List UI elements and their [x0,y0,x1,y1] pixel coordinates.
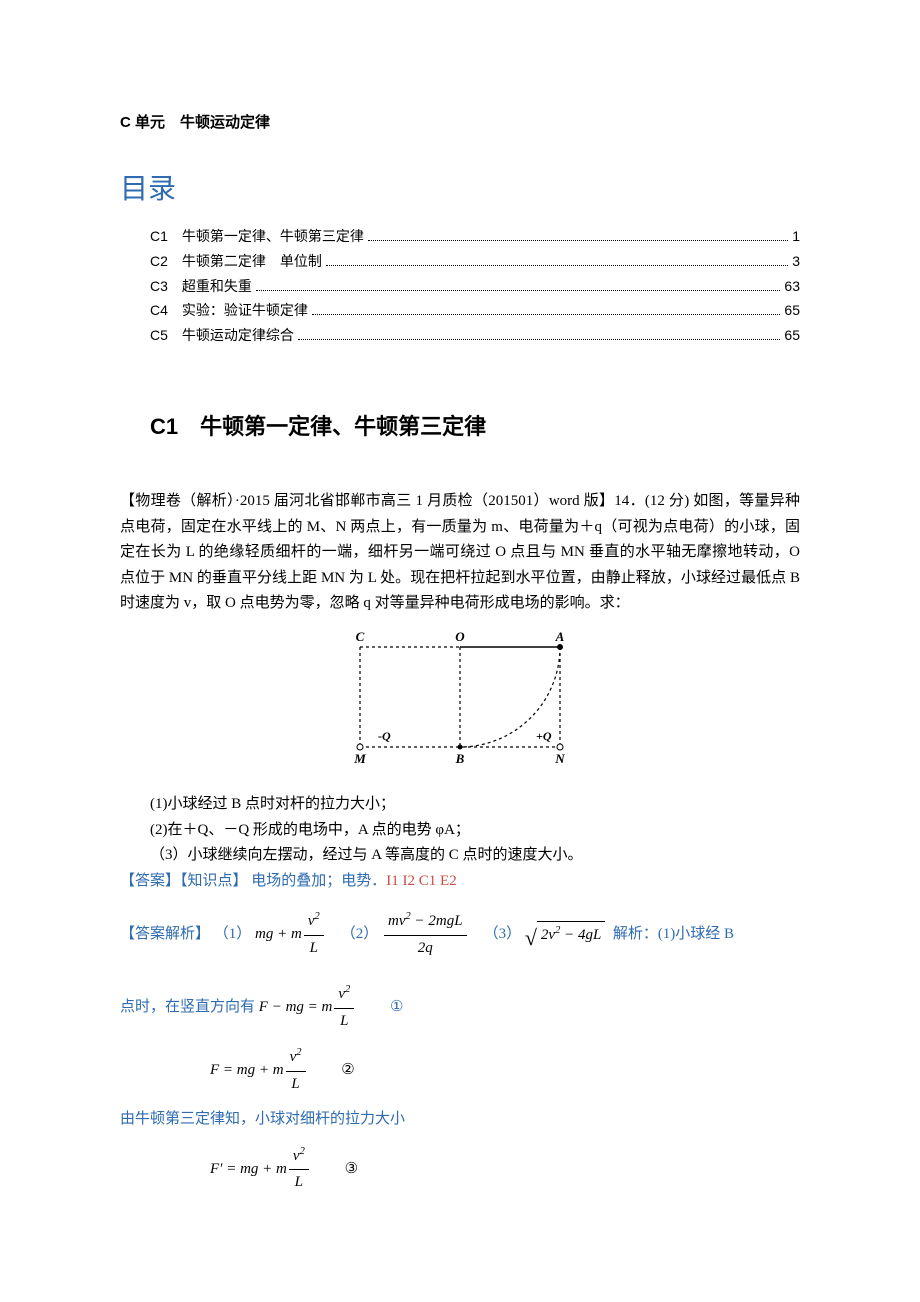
kp-prefix: 【答案】【知识点】 [120,873,248,889]
eq2: F = mg + mv2L [210,1062,311,1078]
label-B: B [455,751,465,766]
explain-intro: 解析：(1)小球经 B [613,926,734,942]
toc-leader [368,240,788,241]
page: C 单元 牛顿运动定律 目录 C1 牛顿第一定律、牛顿第三定律 1 C2 牛顿第… [0,0,920,1266]
toc-row[interactable]: C5 牛顿运动定律综合 65 [150,324,800,348]
toc-row[interactable]: C2 牛顿第二定律 单位制 3 [150,250,800,274]
ans2-formula: mv2 − 2mgL2q [382,926,472,942]
q2-text: (2)在＋Q、－Q 形成的电场中，A 点的电势 φA； [150,822,470,838]
toc-heading: 目录 [120,166,800,214]
eq2-line: F = mg + mv2L ② [210,1044,800,1097]
answer-line: 【答案解析】 （1） mg + mv2L （2） mv2 − 2mgL2q （3… [120,908,800,961]
question-1: (1)小球经过 B 点时对杆的拉力大小； [150,792,800,818]
toc-leader [312,314,781,315]
p3-label: （3） [484,926,522,942]
toc-page: 65 [784,324,800,348]
label-plusQ: +Q [536,729,552,743]
line1-text: 点时，在竖直方向有 [120,999,255,1015]
toc-row[interactable]: C1 牛顿第一定律、牛顿第三定律 1 [150,225,800,249]
toc-row[interactable]: C4 实验：验证牛顿定律 65 [150,299,800,323]
answer-prefix: 【答案解析】 [120,926,210,942]
label-N: N [554,751,565,766]
label-M: M [353,751,366,766]
topic-codes: I1 I2 C1 E2 [386,873,456,889]
question-3: （3）小球继续向左摆动，经过与 A 等高度的 C 点时的速度大小。 [150,843,800,869]
eq3-line: F′ = mg + mv2L ③ [210,1143,800,1196]
question-2: (2)在＋Q、－Q 形成的电场中，A 点的电势 φA； [150,818,800,844]
circ-2: ② [341,1058,354,1084]
label-O: O [455,629,465,644]
circ-1: ① [390,995,403,1021]
toc-label: C2 牛顿第二定律 单位制 [150,250,322,274]
p1-label: （1） [214,926,252,942]
eq1: F − mg = mv2L [259,999,360,1015]
toc-page: 65 [784,299,800,323]
circ-3: ③ [345,1157,358,1183]
toc-page: 1 [792,225,800,249]
label-C: C [356,629,365,644]
explain-line-2: 由牛顿第三定律知，小球对细杆的拉力大小 [120,1107,800,1133]
section-heading: C1 牛顿第一定律、牛顿第三定律 [150,408,800,445]
toc-leader [256,290,781,291]
toc-leader [326,265,788,266]
problem-figure: C O A -Q +Q M B N [120,627,800,787]
toc-leader [298,339,781,340]
label-A: A [555,629,565,644]
explain-line-1: 点时，在竖直方向有 F − mg = mv2L ① [120,981,800,1034]
toc-label: C3 超重和失重 [150,275,252,299]
kp-text: 电场的叠加；电势． [248,873,387,889]
toc: C1 牛顿第一定律、牛顿第三定律 1 C2 牛顿第二定律 单位制 3 C3 超重… [120,225,800,348]
label-minusQ: -Q [378,729,391,743]
toc-page: 63 [784,275,800,299]
diagram-svg: C O A -Q +Q M B N [340,627,580,777]
toc-row[interactable]: C3 超重和失重 63 [150,275,800,299]
eq3: F′ = mg + mv2L [210,1161,315,1177]
ans3-formula: √2v2 − 4gL [525,926,609,942]
problem-intro: 【物理卷（解析）·2015 届河北省邯郸市高三 1 月质检（201501）wor… [120,489,800,617]
toc-label: C4 实验：验证牛顿定律 [150,299,308,323]
answer-knowledge-point: 【答案】【知识点】 电场的叠加；电势．I1 I2 C1 E2 [120,869,800,895]
toc-label: C5 牛顿运动定律综合 [150,324,294,348]
toc-page: 3 [792,250,800,274]
ans1-formula: mg + mv2L [255,926,329,942]
p2-label: （2） [341,926,379,942]
unit-title: C 单元 牛顿运动定律 [120,110,800,136]
toc-label: C1 牛顿第一定律、牛顿第三定律 [150,225,364,249]
